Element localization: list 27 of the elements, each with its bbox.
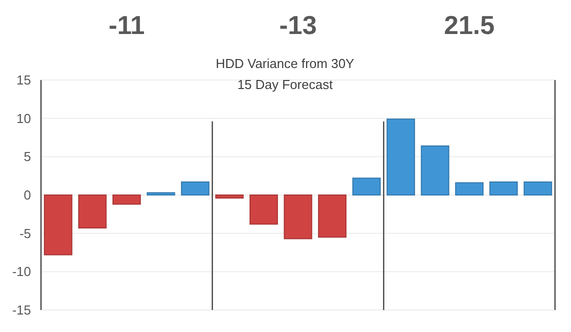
bar — [44, 194, 72, 256]
y-tick-label: 0 — [24, 188, 31, 203]
bar — [250, 194, 278, 225]
bar — [524, 181, 552, 196]
y-tick-label: -15 — [12, 302, 31, 318]
bar — [489, 181, 518, 196]
y-tick-label: -5 — [19, 226, 31, 241]
text: -11 — [108, 10, 145, 40]
bar — [112, 194, 141, 205]
bar — [78, 194, 107, 228]
bar — [386, 118, 416, 196]
bar — [420, 145, 450, 196]
text: -13 — [279, 10, 317, 40]
y-tick-label: -10 — [12, 264, 31, 280]
bar — [284, 194, 312, 240]
bar — [455, 182, 484, 196]
chart-title: HDD Variance from 30Y — [216, 56, 355, 71]
y-tick-label: 15 — [16, 72, 31, 88]
y-tick-label: 10 — [16, 110, 31, 126]
bar — [180, 181, 210, 196]
text: 21.5 — [444, 10, 495, 40]
bar — [215, 194, 244, 199]
bar — [146, 192, 176, 196]
bar — [352, 178, 381, 196]
bar — [318, 194, 346, 238]
y-tick-label: 5 — [24, 149, 31, 164]
chart-subtitle: 15 Day Forecast — [237, 77, 334, 92]
